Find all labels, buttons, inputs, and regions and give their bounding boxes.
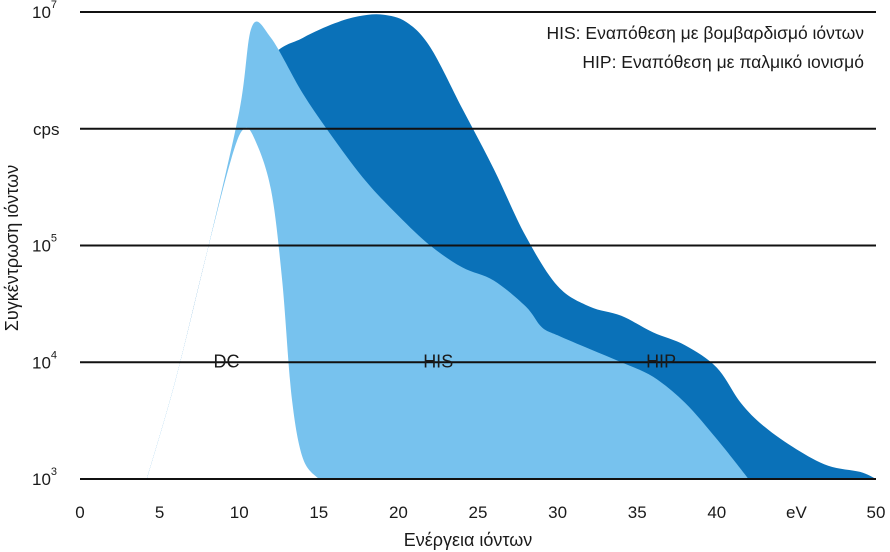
y-tick-label-1: 104 xyxy=(32,349,57,372)
region-labels: DC HIS HIP xyxy=(213,352,676,372)
x-tick-label-1: 5 xyxy=(155,503,164,522)
plot-area xyxy=(146,14,876,480)
region-label-dc: DC xyxy=(213,352,239,372)
x-tick-label-9: eV xyxy=(786,503,807,522)
y-axis-title: Συγκέντρωση ιόντων xyxy=(2,165,22,331)
x-tick-label-4: 20 xyxy=(389,503,408,522)
x-tick-label-3: 15 xyxy=(309,503,328,522)
x-axis-title: Ενέργεια ιόντων xyxy=(404,530,533,550)
x-tick-label-10: 50 xyxy=(867,503,886,522)
x-axis-ticks: 0 5 10 15 20 25 30 35 40 eV 50 xyxy=(75,503,885,522)
series-area-his xyxy=(146,21,749,480)
x-tick-label-7: 35 xyxy=(628,503,647,522)
y-tick-label-2: 105 xyxy=(32,233,57,256)
x-tick-label-0: 0 xyxy=(75,503,84,522)
x-tick-label-5: 25 xyxy=(469,503,488,522)
legend-entry-his: HIS: Εναπόθεση με βομβαρδισμό ιόντων xyxy=(547,23,865,43)
region-label-hip: HIP xyxy=(646,352,676,372)
y-tick-label-4: 107 xyxy=(32,0,57,22)
x-tick-label-8: 40 xyxy=(707,503,726,522)
series-area-dc xyxy=(146,127,319,479)
x-tick-label-2: 10 xyxy=(230,503,249,522)
legend: HIS: Εναπόθεση με βομβαρδισμό ιόντων HIP… xyxy=(547,23,865,72)
gridlines xyxy=(80,11,876,480)
x-tick-label-6: 30 xyxy=(548,503,567,522)
region-label-his: HIS xyxy=(423,352,453,372)
y-axis-ticks: 103 104 105 cps 107 xyxy=(32,0,59,489)
y-tick-label-0: 103 xyxy=(32,466,57,489)
legend-entry-hip: HIP: Εναπόθεση με παλμικό ιονισμό xyxy=(582,52,864,72)
y-tick-label-3: cps xyxy=(33,120,59,139)
